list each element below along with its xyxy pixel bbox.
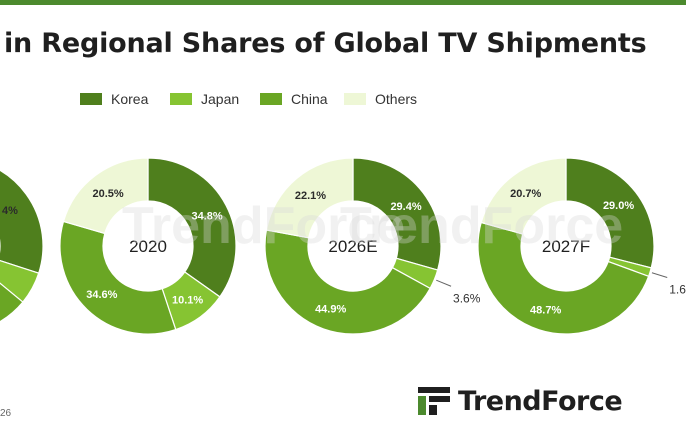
legend-swatch-japan bbox=[170, 93, 192, 105]
footnote: 26 bbox=[0, 408, 12, 419]
donut-2026E-label-china: 44.9% bbox=[315, 304, 346, 316]
donut-2020-label-china: 34.6% bbox=[86, 289, 117, 301]
donut-2027F-slice-others bbox=[480, 157, 567, 235]
donut-0-slice-china bbox=[0, 282, 24, 323]
donut-2020-center-label: 2020 bbox=[129, 237, 167, 256]
chart-title: in Regional Shares of Global TV Shipment… bbox=[4, 28, 647, 59]
donut-2026E-label-japan: 3.6% bbox=[453, 291, 481, 305]
donut-2026E-label-others: 22.1% bbox=[295, 190, 326, 202]
donut-2026E-slice-others bbox=[265, 157, 354, 239]
donut-2026E-label-korea: 29.4% bbox=[390, 201, 421, 213]
donut-2027F-center-label: 2027F bbox=[542, 237, 590, 256]
legend-swatch-china bbox=[260, 93, 282, 105]
donut-2027F-label-japan: 1.6% bbox=[669, 282, 686, 296]
legend-item-korea: Korea bbox=[80, 91, 148, 107]
donut-2020-label-others: 20.5% bbox=[92, 188, 123, 200]
donut-2027F-leader-line bbox=[651, 272, 668, 278]
donut-2027F-label-china: 48.7% bbox=[530, 304, 561, 316]
donut-2026E: 2026E 29.4% 3.6% 44.9% 22.1% bbox=[264, 157, 481, 335]
watermark-text-2: TrendForce bbox=[340, 197, 624, 255]
donut-2020-slice-china bbox=[59, 220, 177, 335]
donut-2027F-label-others: 20.7% bbox=[510, 188, 541, 200]
donut-2026E-slice-china bbox=[264, 229, 431, 335]
donut-2020: 2020 34.8% 10.1% 34.6% 20.5% bbox=[59, 157, 237, 335]
donut-0-label-others: 4% bbox=[2, 205, 18, 217]
donut-2020-slice-others bbox=[62, 157, 149, 235]
donut-2020-label-korea: 34.8% bbox=[191, 210, 222, 222]
brand-name: TrendForce bbox=[458, 385, 623, 417]
trendforce-logo: TrendForce bbox=[416, 385, 623, 417]
legend-item-japan: Japan bbox=[170, 91, 239, 107]
legend-item-china: China bbox=[260, 91, 328, 107]
donut-2020-slice-korea bbox=[147, 157, 237, 298]
legend-item-others: Others bbox=[344, 91, 417, 107]
donut-2020-label-japan: 10.1% bbox=[172, 294, 203, 306]
donut-2027F-slice-korea bbox=[565, 157, 655, 269]
donut-2027F-slice-china bbox=[477, 221, 650, 335]
legend-label-korea: Korea bbox=[111, 91, 149, 107]
legend-swatch-others bbox=[344, 93, 366, 105]
legend-label-japan: Japan bbox=[201, 91, 240, 107]
donut-2026E-center-label: 2026E bbox=[328, 237, 377, 256]
donut-2027F-label-korea: 29.0% bbox=[603, 200, 634, 212]
donut-2027F: 2027F 29.0% 1.6% 48.7% 20.7% bbox=[477, 157, 686, 335]
trendforce-logo-icon bbox=[418, 387, 450, 415]
legend-label-china: China bbox=[291, 91, 328, 107]
top-accent-bar bbox=[0, 0, 686, 5]
watermark-text-1: TrendForce bbox=[122, 197, 406, 255]
donut-2026E-leader-line bbox=[436, 279, 452, 287]
donut-0-slice-korea bbox=[0, 169, 44, 274]
donut-2026E-slice-korea bbox=[352, 157, 442, 271]
legend-swatch-korea bbox=[80, 93, 102, 105]
legend-label-others: Others bbox=[375, 91, 418, 107]
